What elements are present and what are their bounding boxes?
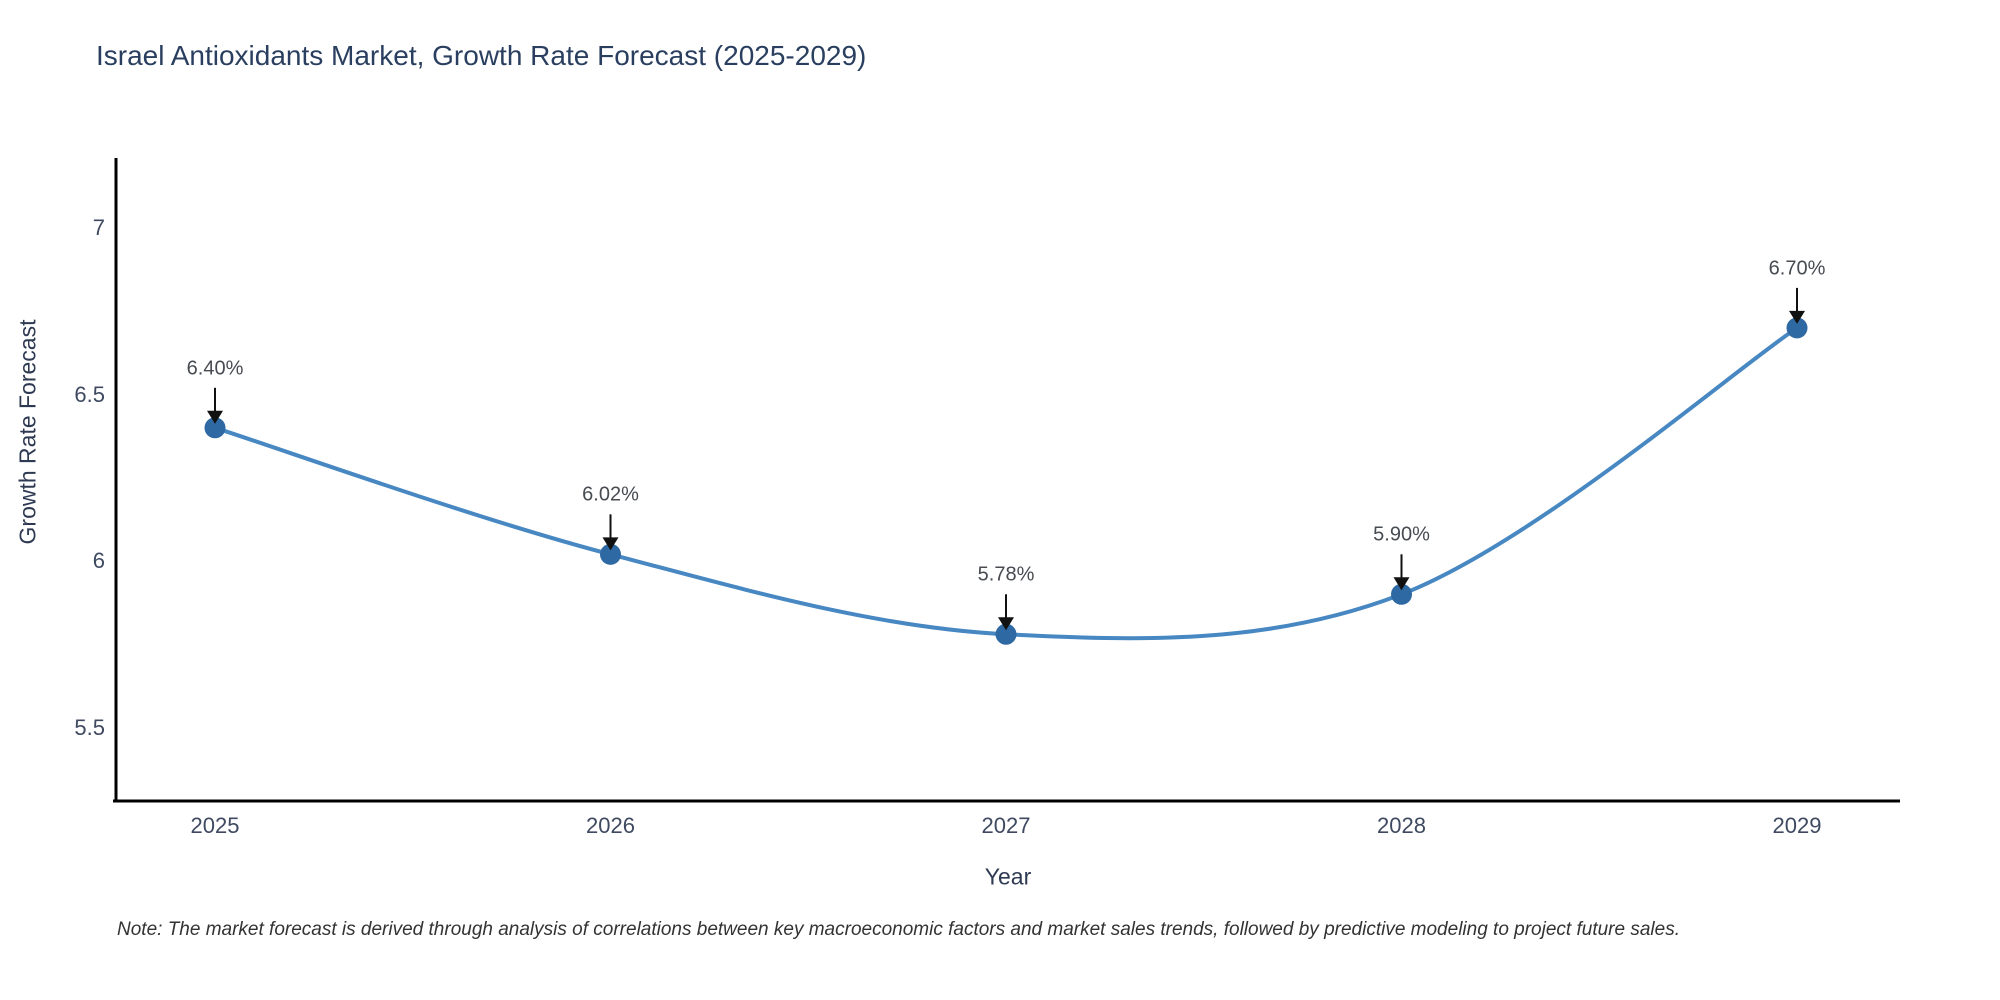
annotation-label: 5.90% bbox=[1373, 523, 1430, 546]
chart-note: Note: The market forecast is derived thr… bbox=[117, 919, 1680, 940]
x-tick-label: 2027 bbox=[981, 813, 1031, 838]
annotation-arrowhead bbox=[207, 410, 223, 424]
annotation-arrowhead bbox=[602, 537, 619, 551]
annotation-arrowhead bbox=[998, 617, 1014, 631]
x-tick-label: 2025 bbox=[190, 813, 240, 838]
y-tick-label: 5.5 bbox=[74, 714, 105, 740]
annotation-label: 6.02% bbox=[582, 483, 639, 506]
y-tick-label: 7 bbox=[92, 215, 105, 240]
annotation-label: 6.40% bbox=[186, 357, 244, 380]
data-point-marker bbox=[600, 543, 621, 565]
x-tick-label: 2026 bbox=[586, 813, 635, 838]
y-axis-title: Growth Rate Forecast bbox=[14, 319, 41, 545]
data-point-marker bbox=[1391, 583, 1412, 605]
y-tick-label: 6.5 bbox=[74, 381, 105, 407]
annotation-arrowhead bbox=[1393, 577, 1410, 591]
chart-title: Israel Antioxidants Market, Growth Rate … bbox=[96, 40, 867, 71]
annotation-label: 5.78% bbox=[977, 563, 1035, 586]
x-axis-title: Year bbox=[984, 863, 1032, 890]
x-tick-label: 2028 bbox=[1377, 813, 1426, 838]
x-tick-label: 2029 bbox=[1772, 813, 1822, 838]
data-point-marker bbox=[204, 417, 226, 439]
annotation-arrowhead bbox=[1789, 310, 1805, 324]
y-tick-label: 6 bbox=[92, 548, 105, 573]
data-point-marker bbox=[995, 623, 1017, 645]
data-point-marker bbox=[1786, 317, 1808, 339]
trend-line bbox=[213, 325, 1799, 641]
annotation-label: 6.70% bbox=[1768, 257, 1826, 280]
